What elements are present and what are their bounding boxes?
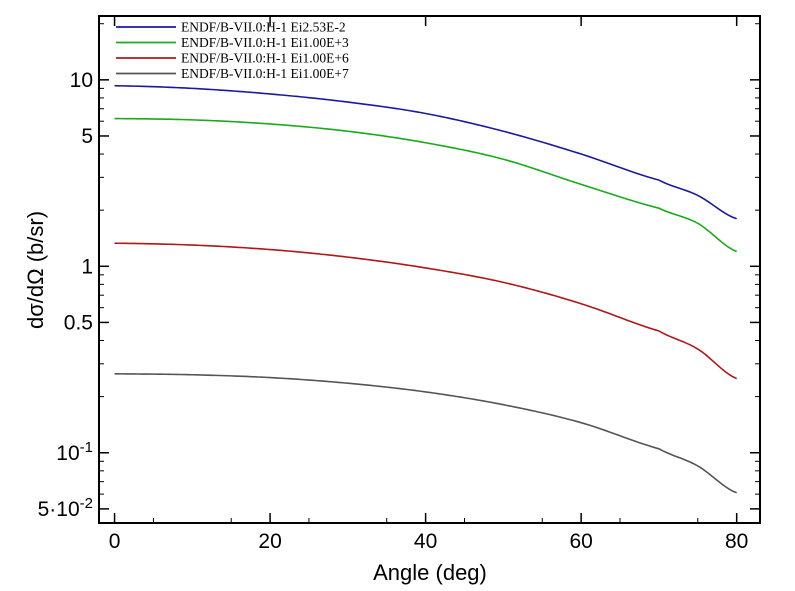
- series-line-2: [114, 117, 737, 253]
- plot-frame: [98, 15, 761, 524]
- x-tick-label: 40: [414, 530, 437, 553]
- x-tick-label: 0: [109, 530, 121, 553]
- y-tick-label: 10-1: [56, 439, 93, 465]
- legend: ENDF/B-VII.0:H-1 Ei2.53E-2ENDF/B-VII.0:H…: [116, 20, 349, 81]
- y-tick-label: 10: [70, 69, 93, 92]
- legend-label-1: ENDF/B-VII.0:H-1 Ei2.53E-2: [181, 20, 346, 35]
- legend-label-2: ENDF/B-VII.0:H-1 Ei1.00E+3: [181, 35, 349, 50]
- x-tick-label: 20: [258, 530, 281, 553]
- y-tick-label: 5·10-2: [38, 495, 93, 521]
- x-tick-label: 80: [725, 530, 748, 553]
- y-tick-label: 5: [81, 125, 93, 148]
- tick-layer: 0 20 40 60 80 5·10-2 10-1 0.5 1 5 10: [38, 16, 760, 553]
- y-tick-label: 1: [81, 255, 93, 278]
- series-line-4: [114, 373, 737, 494]
- x-axis-title: Angle (deg): [373, 560, 487, 585]
- legend-label-4: ENDF/B-VII.0:H-1 Ei1.00E+7: [181, 66, 349, 81]
- y-tick-label: 0.5: [64, 311, 93, 334]
- series-layer: [114, 84, 738, 494]
- series-line-1: [114, 84, 737, 220]
- y-axis-title: dσ/dΩ (b/sr): [23, 211, 48, 329]
- legend-label-3: ENDF/B-VII.0:H-1 Ei1.00E+6: [181, 51, 349, 66]
- series-line-3: [114, 242, 738, 380]
- x-tick-label: 60: [569, 530, 592, 553]
